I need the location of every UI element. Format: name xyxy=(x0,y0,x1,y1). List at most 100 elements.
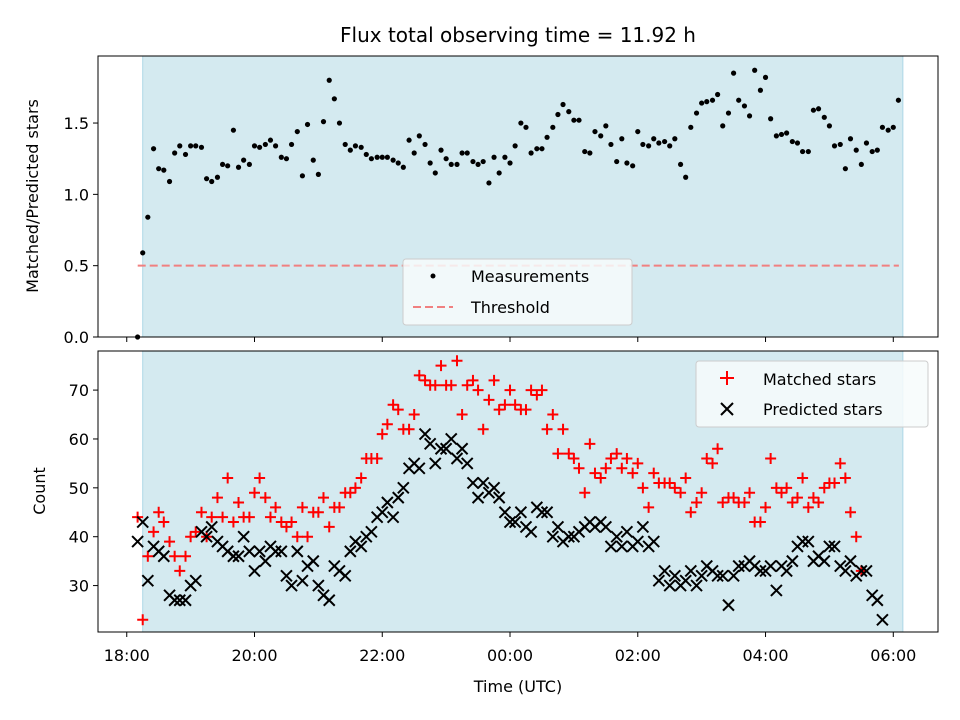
matched-star-point xyxy=(376,428,388,440)
measurement-point xyxy=(299,173,306,179)
predicted-star-point xyxy=(232,550,245,563)
predicted-star-point xyxy=(450,452,464,465)
measurement-point xyxy=(662,138,668,145)
predicted-star-point xyxy=(615,540,629,553)
measurement-point xyxy=(203,176,210,182)
matched-star-point xyxy=(579,487,591,499)
predicted-star-point xyxy=(323,594,336,607)
measurement-point xyxy=(384,154,390,160)
measurement-point xyxy=(725,110,732,116)
measurement-point xyxy=(491,154,497,160)
matched-star-point xyxy=(392,404,404,416)
measurement-point xyxy=(283,156,290,162)
predicted-star-point xyxy=(439,442,453,455)
predicted-star-point xyxy=(200,530,213,543)
measurement-point xyxy=(778,131,785,138)
predicted-star-point xyxy=(312,579,325,592)
matched-star-point xyxy=(717,496,729,508)
predicted-star-point xyxy=(354,540,368,553)
x-tick-label: 18:00 xyxy=(104,646,150,665)
top-legend: Measurements Threshold xyxy=(402,258,633,326)
measurement-point xyxy=(145,214,151,220)
matched-star-point xyxy=(536,384,548,396)
matched-star-point xyxy=(148,526,160,538)
measurement-point xyxy=(422,141,428,148)
measurement-point xyxy=(352,143,359,149)
predicted-star-point xyxy=(695,569,708,583)
predicted-star-point xyxy=(205,520,218,534)
matched-star-point xyxy=(387,399,399,411)
measurement-point xyxy=(518,120,524,126)
measurement-point xyxy=(566,109,572,115)
matched-star-point xyxy=(344,487,356,499)
measurement-point xyxy=(486,180,492,186)
measurement-point xyxy=(762,74,769,80)
measurement-point xyxy=(815,106,822,112)
predicted-star-point xyxy=(243,545,256,558)
measurement-point xyxy=(656,140,662,146)
matched-star-point xyxy=(291,531,303,543)
matched-star-point xyxy=(488,374,500,386)
y-tick-label: 1.0 xyxy=(64,185,89,204)
predicted-star-point xyxy=(802,535,815,548)
legend-predicted-marker xyxy=(720,402,734,416)
measurement-point xyxy=(246,161,252,168)
predicted-star-point xyxy=(157,550,171,563)
matched-star-point xyxy=(286,516,298,528)
measurement-point xyxy=(550,124,556,130)
predicted-star-point xyxy=(796,535,809,548)
predicted-points xyxy=(132,429,889,626)
measurement-point xyxy=(752,67,758,73)
measurement-point xyxy=(683,174,689,180)
matched-star-point xyxy=(312,506,324,518)
measurement-point xyxy=(688,124,694,130)
measurement-point xyxy=(214,174,221,180)
matched-star-point xyxy=(728,492,740,504)
matched-star-point xyxy=(680,472,692,484)
matched-star-point xyxy=(595,472,607,484)
measurement-point xyxy=(390,157,396,163)
measurement-point xyxy=(587,150,593,156)
matched-star-point xyxy=(531,389,543,401)
measurement-point xyxy=(448,161,454,168)
matched-star-point xyxy=(760,501,772,513)
matched-star-point xyxy=(563,448,575,460)
measurement-point xyxy=(821,114,827,120)
measurement-point xyxy=(374,154,380,160)
measurement-point xyxy=(528,150,534,156)
chart-title: Flux total observing time = 11.92 h xyxy=(340,23,696,47)
matched-star-point xyxy=(211,492,223,504)
predicted-star-point xyxy=(679,574,692,587)
measurement-point xyxy=(831,143,838,149)
measurement-point xyxy=(603,123,609,129)
measurement-point xyxy=(544,134,550,140)
predicted-star-point xyxy=(179,594,192,607)
matched-star-point xyxy=(233,496,245,508)
measurement-point xyxy=(810,107,817,113)
measurement-point xyxy=(571,117,577,123)
y-tick-label: 30 xyxy=(69,577,89,596)
measurement-point xyxy=(172,150,178,156)
measurement-point xyxy=(400,164,406,170)
matched-star-point xyxy=(185,531,197,543)
measurement-point xyxy=(464,150,470,156)
matched-star-point xyxy=(541,423,553,435)
measurement-point xyxy=(858,161,864,168)
top-panel: 0.0 0.5 1.0 1.5 Matched/Predicted stars Mea… xyxy=(23,55,939,347)
measurement-point xyxy=(209,178,215,185)
matched-star-point xyxy=(243,511,255,523)
measurement-point xyxy=(150,146,157,152)
measurement-point xyxy=(630,163,636,169)
predicted-star-point xyxy=(503,515,517,529)
x-tick-label: 22:00 xyxy=(359,646,405,665)
measurement-point xyxy=(730,70,737,76)
matched-star-point xyxy=(264,511,276,523)
top-y-axis-label: Matched/Predicted stars xyxy=(23,99,42,293)
measurement-point xyxy=(624,160,630,166)
matched-star-point xyxy=(408,409,420,421)
matched-star-point xyxy=(818,482,830,494)
matched-star-point xyxy=(456,409,468,421)
predicted-star-point xyxy=(376,506,389,519)
measurement-point xyxy=(853,147,859,153)
matched-star-point xyxy=(611,448,623,460)
